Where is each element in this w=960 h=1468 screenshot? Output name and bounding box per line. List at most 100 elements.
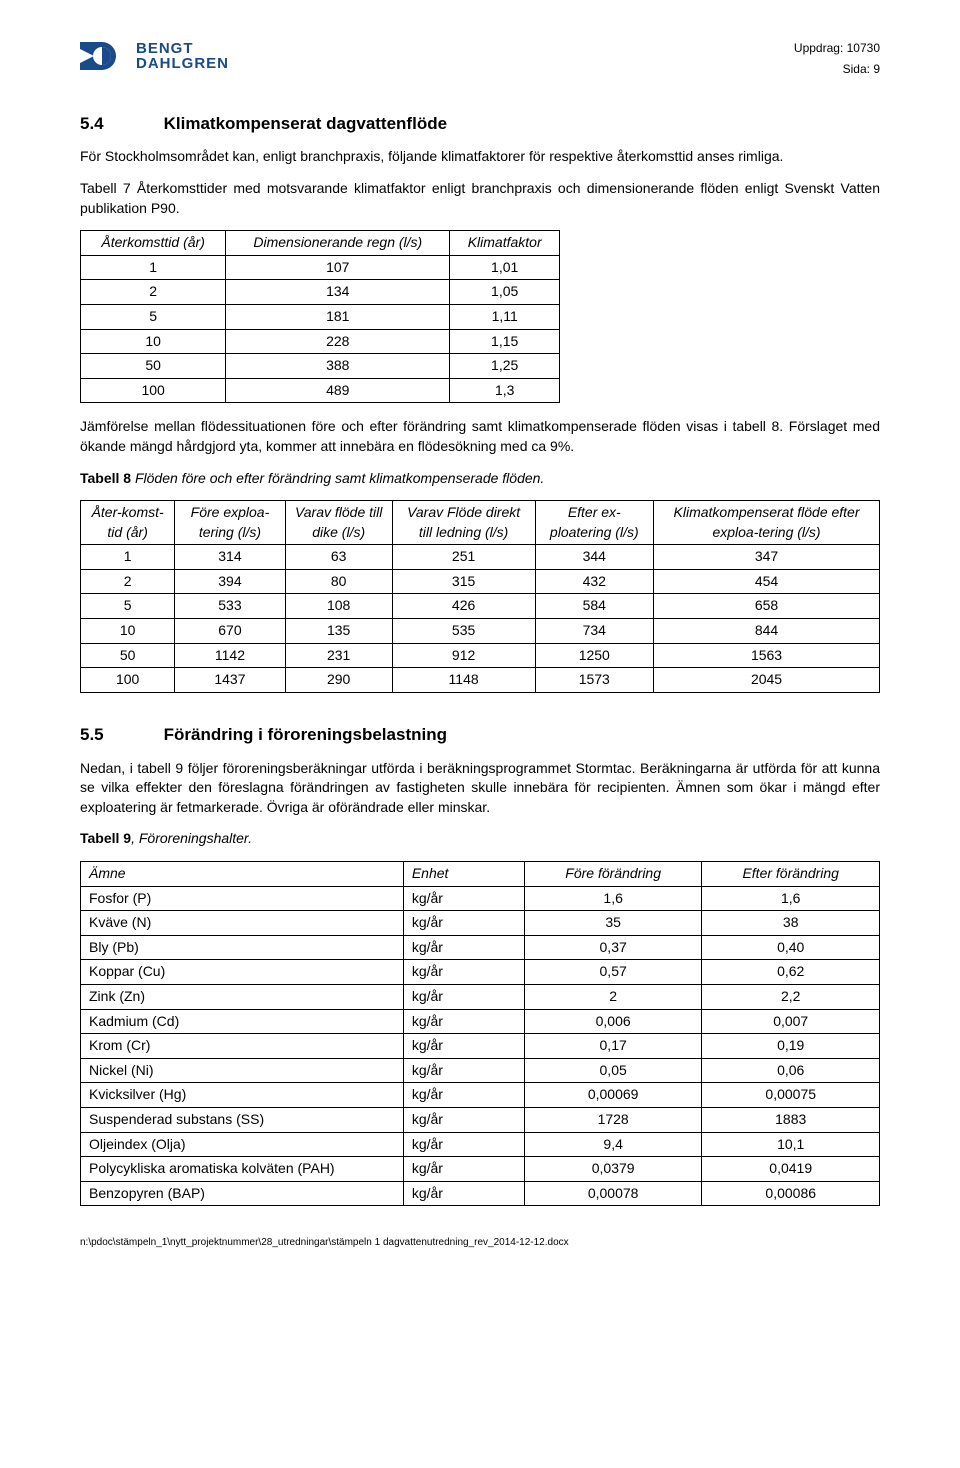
t7-h0: Återkomsttid (år) [81,231,226,256]
table-cell: 231 [285,643,392,668]
table-cell: 0,62 [702,960,880,985]
table-cell: 100 [81,668,175,693]
table-cell: 912 [392,643,535,668]
table-cell: 734 [535,619,654,644]
section55-p2: Tabell 9, Föroreningshalter. [80,829,880,849]
table-cell: 1,25 [450,354,560,379]
table-cell: 388 [226,354,450,379]
table-cell: Suspenderad substans (SS) [81,1107,404,1132]
table-cell: 533 [175,594,285,619]
table-cell: Kväve (N) [81,911,404,936]
table-cell: 100 [81,378,226,403]
table-cell: kg/år [403,960,524,985]
table9-label: Tabell 9 [80,830,131,846]
section54-p2: Tabell 7 Återkomsttider med motsvarande … [80,179,880,218]
table-cell: 489 [226,378,450,403]
table-cell: 9,4 [524,1132,702,1157]
table-cell: Benzopyren (BAP) [81,1181,404,1206]
table-cell: 844 [654,619,880,644]
table-cell: 1728 [524,1107,702,1132]
table-cell: 5 [81,304,226,329]
table-cell: 432 [535,569,654,594]
table-cell: 0,00086 [702,1181,880,1206]
table-cell: 10,1 [702,1132,880,1157]
table-cell: 1 [81,255,226,280]
table-row: Koppar (Cu)kg/år0,570,62 [81,960,880,985]
table-cell: 0,0419 [702,1157,880,1182]
table-row: 10670135535734844 [81,619,880,644]
section-5-5-heading: 5.5 Förändring i föroreningsbelastning [80,723,880,747]
uppdrag-number: Uppdrag: 10730 [794,40,880,57]
table-cell: kg/år [403,985,524,1010]
table-cell: 0,00078 [524,1181,702,1206]
table-cell: 0,57 [524,960,702,985]
t8-h1: Före exploa-tering (l/s) [175,501,285,545]
table-cell: Polycykliska aromatiska kolväten (PAH) [81,1157,404,1182]
table-row: 503881,25 [81,354,560,379]
table-cell: 80 [285,569,392,594]
t7-h2: Klimatfaktor [450,231,560,256]
table-cell: 0,19 [702,1034,880,1059]
table-cell: kg/år [403,1132,524,1157]
table-cell: kg/år [403,911,524,936]
table-row: 5533108426584658 [81,594,880,619]
table-cell: 0,40 [702,935,880,960]
table-cell: kg/år [403,886,524,911]
table-cell: 63 [285,545,392,570]
table-cell: 2 [81,569,175,594]
table-row: 50114223191212501563 [81,643,880,668]
table-cell: 1,11 [450,304,560,329]
table-cell: 50 [81,354,226,379]
table-cell: 0,06 [702,1058,880,1083]
t7-h1: Dimensionerande regn (l/s) [226,231,450,256]
table-row: Kväve (N)kg/år3538 [81,911,880,936]
table-cell: Krom (Cr) [81,1034,404,1059]
table-cell: 0,006 [524,1009,702,1034]
table-cell: 2045 [654,668,880,693]
table-cell: kg/år [403,1157,524,1182]
table-cell: 1,6 [524,886,702,911]
table-row: Suspenderad substans (SS)kg/år17281883 [81,1107,880,1132]
table-row: Kadmium (Cd)kg/år0,0060,007 [81,1009,880,1034]
table-cell: 35 [524,911,702,936]
table-cell: kg/år [403,1083,524,1108]
t8-h4: Efter ex-ploatering (l/s) [535,501,654,545]
table-cell: 0,007 [702,1009,880,1034]
logo-icon [80,40,128,72]
page-number: Sida: 9 [794,61,880,78]
table-cell: 108 [285,594,392,619]
section54-p1: För Stockholmsområdet kan, enligt branch… [80,147,880,167]
section55-p1: Nedan, i tabell 9 följer föroreningsberä… [80,759,880,818]
table-cell: 251 [392,545,535,570]
table-cell: 1 [81,545,175,570]
section-number: 5.5 [80,723,104,747]
page-meta: Uppdrag: 10730 Sida: 9 [794,40,880,82]
logo-line1: BENGT [136,41,229,56]
table-cell: Koppar (Cu) [81,960,404,985]
table-cell: 50 [81,643,175,668]
company-logo: BENGT DAHLGREN [80,40,229,72]
table-cell: 1,3 [450,378,560,403]
table9-caption: , Föroreningshalter. [131,830,252,846]
table8-label: Tabell 8 [80,470,131,486]
table-cell: 670 [175,619,285,644]
table-cell: Nickel (Ni) [81,1058,404,1083]
table-row: Oljeindex (Olja)kg/år9,410,1 [81,1132,880,1157]
table-row: Fosfor (P)kg/år1,61,6 [81,886,880,911]
table-cell: 5 [81,594,175,619]
table-cell: 290 [285,668,392,693]
table-cell: 2 [524,985,702,1010]
table-cell: 2,2 [702,985,880,1010]
section-title: Klimatkompenserat dagvattenflöde [164,112,447,136]
table-cell: 0,00075 [702,1083,880,1108]
table8-caption: Flöden före och efter förändring samt kl… [131,470,544,486]
table-row: 51811,11 [81,304,560,329]
table-row: 1001437290114815732045 [81,668,880,693]
table-cell: 0,17 [524,1034,702,1059]
page-header: BENGT DAHLGREN Uppdrag: 10730 Sida: 9 [80,40,880,82]
footer-path: n:\pdoc\stämpeln_1\nytt_projektnummer\28… [80,1236,880,1250]
table-cell: Bly (Pb) [81,935,404,960]
table-cell: Kvicksilver (Hg) [81,1083,404,1108]
table-cell: 394 [175,569,285,594]
table-row: Benzopyren (BAP)kg/år0,000780,00086 [81,1181,880,1206]
